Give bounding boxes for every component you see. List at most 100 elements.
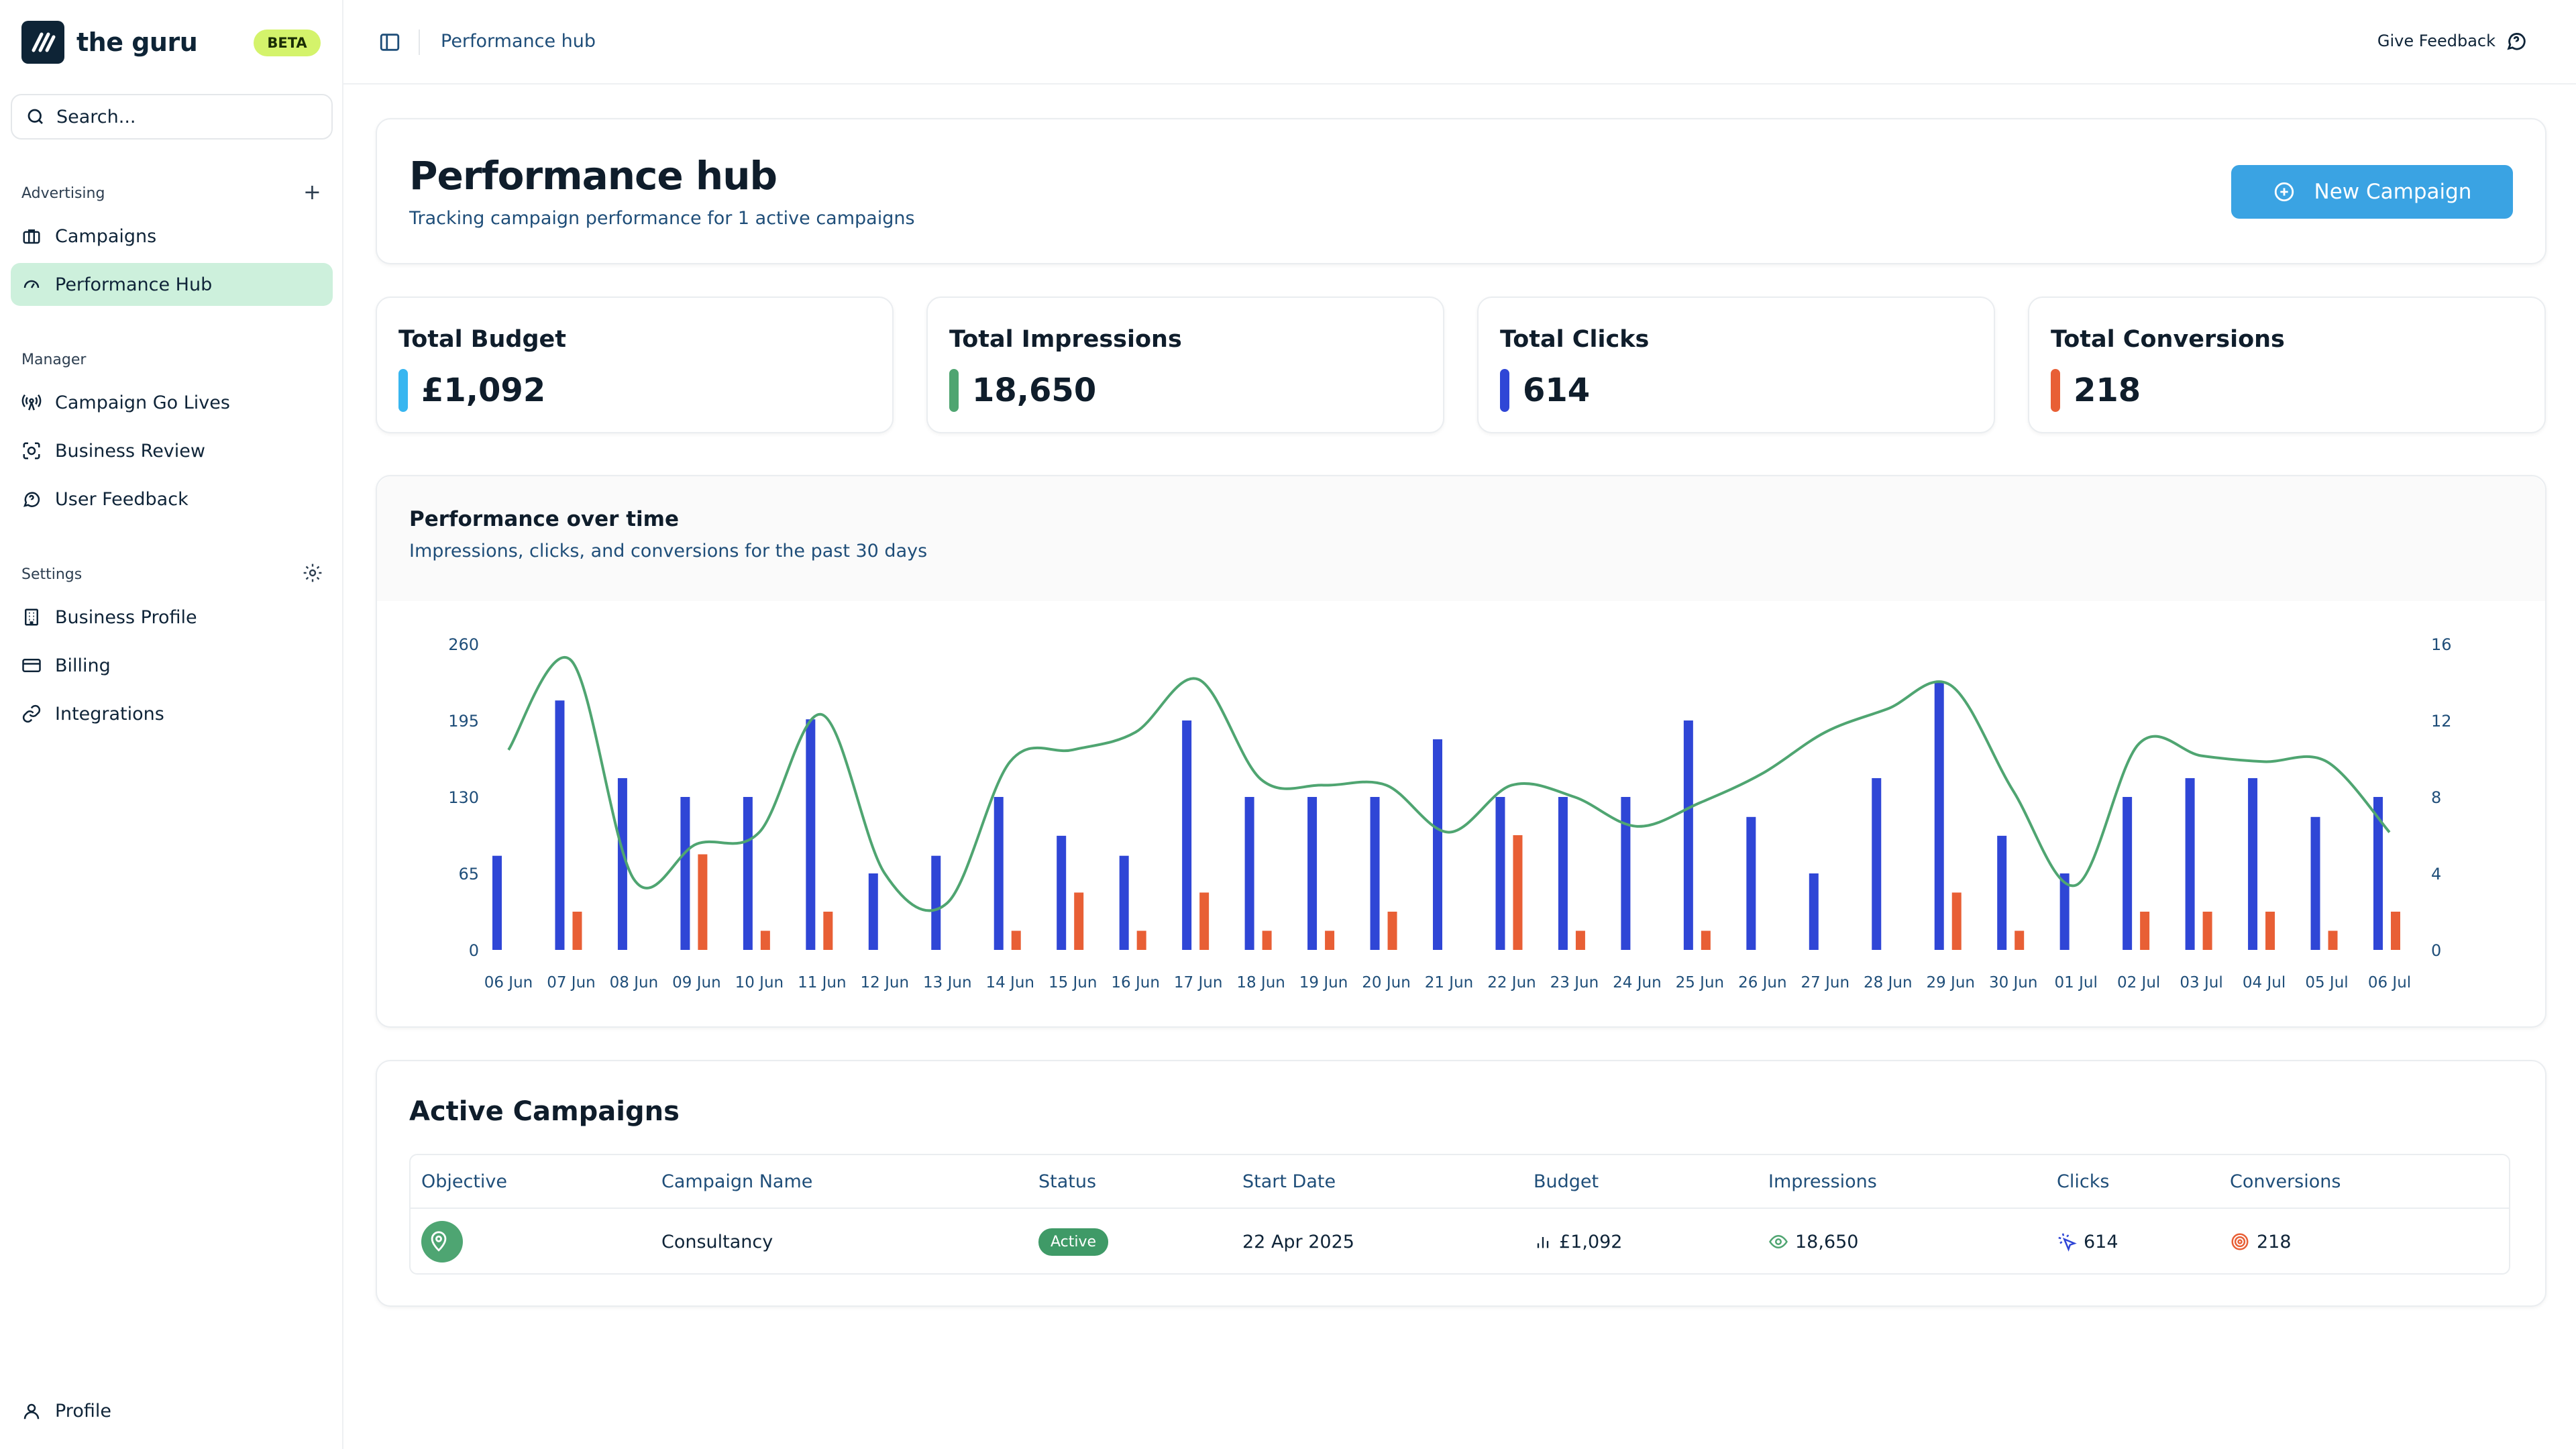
x-axis-tick-label: 27 Jun (1801, 974, 1850, 991)
clicks-bar (2123, 797, 2133, 950)
clicks-bar (1558, 797, 1568, 950)
x-axis-tick-label: 25 Jun (1676, 974, 1725, 991)
conversions-bar (2015, 930, 2025, 950)
gear-icon[interactable] (302, 562, 323, 584)
conversions-bar (2328, 930, 2338, 950)
conversions-bar (2202, 912, 2212, 950)
column-header-objective[interactable]: Objective (421, 1171, 508, 1192)
clicks-bar (2373, 797, 2383, 950)
stat-label: Total Impressions (949, 326, 1182, 353)
x-axis-tick-label: 18 Jun (1236, 974, 1285, 991)
sidebar-item-business-profile[interactable]: Business Profile (11, 596, 333, 639)
y-axis-right-tick-label: 4 (2431, 865, 2441, 883)
sidebar-item-label: User Feedback (55, 488, 189, 510)
clicks-bar (1370, 797, 1380, 950)
clicks-bar (868, 873, 878, 950)
brand[interactable]: the guru (21, 21, 198, 64)
search-input[interactable]: Search... (11, 94, 333, 140)
scan-face-icon (23, 442, 40, 460)
x-axis-tick-label: 23 Jun (1550, 974, 1599, 991)
clicks-bar (994, 797, 1004, 950)
sidebar-item-label: Integrations (55, 703, 164, 724)
give-feedback-button[interactable]: Give Feedback (2377, 30, 2528, 52)
x-axis-tick-label: 16 Jun (1111, 974, 1160, 991)
message-circle-question-icon (23, 492, 40, 507)
topbar-divider (419, 30, 420, 55)
x-axis-tick-label: 19 Jun (1299, 974, 1348, 991)
x-axis-tick-label: 05 Jul (2305, 974, 2348, 991)
user-icon (23, 1403, 40, 1419)
section-advertising: Advertising (21, 185, 105, 202)
x-axis-tick-label: 08 Jun (610, 974, 659, 991)
map-pin-icon (421, 1221, 463, 1263)
section-settings: Settings (21, 566, 83, 583)
stat-color-bar (2051, 369, 2060, 412)
credit-card-icon (22, 659, 41, 672)
clicks-bar (1809, 873, 1819, 950)
x-axis-tick-label: 06 Jul (2368, 974, 2411, 991)
sidebar-item-label: Business Review (55, 440, 205, 462)
brand-logo-icon (21, 21, 64, 64)
sidebar-item-performance-hub[interactable]: Performance Hub (11, 263, 333, 306)
x-axis-tick-label: 06 Jun (484, 974, 533, 991)
conversions-bar (1701, 930, 1711, 950)
sidebar-item-campaign-go-lives[interactable]: Campaign Go Lives (11, 381, 333, 424)
column-header-campaign-name[interactable]: Campaign Name (661, 1171, 813, 1192)
eye-icon (1769, 1234, 1788, 1249)
page-header-card: Performance hub Tracking campaign perfor… (376, 118, 2546, 264)
sidebar-item-campaigns[interactable]: Campaigns (11, 215, 333, 258)
clicks-bar (743, 797, 753, 950)
campaigns-table: Objective Campaign Name Status Start Dat… (409, 1154, 2510, 1275)
sidebar-item-integrations[interactable]: Integrations (11, 692, 333, 735)
column-header-impressions[interactable]: Impressions (1768, 1171, 1877, 1192)
x-axis-tick-label: 17 Jun (1174, 974, 1223, 991)
y-axis-left-tick-label: 195 (448, 712, 479, 731)
x-axis-tick-label: 28 Jun (1864, 974, 1913, 991)
x-axis-tick-label: 26 Jun (1738, 974, 1787, 991)
column-header-conversions[interactable]: Conversions (2230, 1171, 2341, 1192)
building-icon (25, 608, 38, 626)
column-header-clicks[interactable]: Clicks (2057, 1171, 2110, 1192)
sidebar-item-business-review[interactable]: Business Review (11, 429, 333, 472)
sidebar-item-user-feedback[interactable]: User Feedback (11, 478, 333, 521)
stat-label: Total Clicks (1500, 326, 1650, 353)
y-axis-right-tick-label: 16 (2431, 635, 2452, 654)
breadcrumb[interactable]: Performance hub (441, 31, 596, 52)
clicks-bar (931, 855, 941, 950)
x-axis-tick-label: 02 Jul (2117, 974, 2160, 991)
mouse-pointer-click-icon (2058, 1233, 2077, 1252)
stat-card-clicks: Total Clicks 614 (1477, 297, 1995, 433)
give-feedback-label: Give Feedback (2377, 32, 2496, 50)
new-campaign-label: New Campaign (2314, 180, 2472, 204)
budget-cell: £1,092 (1534, 1209, 1622, 1275)
column-header-status[interactable]: Status (1038, 1171, 1097, 1192)
sidebar-item-billing[interactable]: Billing (11, 644, 333, 687)
conversions-bar (1074, 892, 1084, 950)
campaign-name-cell[interactable]: Consultancy (661, 1231, 773, 1252)
clicks-value: 614 (2084, 1231, 2118, 1252)
x-axis-tick-label: 24 Jun (1613, 974, 1662, 991)
clicks-bar (806, 719, 816, 950)
search-placeholder: Search... (56, 106, 136, 127)
column-header-budget[interactable]: Budget (1534, 1171, 1599, 1192)
add-icon[interactable]: + (303, 179, 321, 205)
new-campaign-button[interactable]: New Campaign (2231, 165, 2513, 219)
x-axis-tick-label: 07 Jun (547, 974, 596, 991)
conversions-bar (2265, 912, 2275, 950)
y-axis-left-tick-label: 260 (448, 635, 479, 654)
sidebar-toggle-icon[interactable] (378, 31, 401, 54)
clicks-bar (617, 777, 627, 950)
conversions-bar (1575, 930, 1585, 950)
profile-link[interactable]: Profile (21, 1401, 111, 1421)
x-axis-tick-label: 04 Jul (2243, 974, 2286, 991)
sidebar-item-label: Business Profile (55, 606, 197, 628)
conversions-cell: 218 (2230, 1209, 2292, 1275)
performance-chart-card: Performance over time Impressions, click… (376, 475, 2546, 1028)
performance-chart[interactable]: 0 65 130 195 260 0 4 8 12 16 06 Jun 07 Jun 08 Jun 09 … (377, 476, 2548, 1029)
stat-color-bar (949, 369, 959, 412)
column-header-start-date[interactable]: Start Date (1242, 1171, 1336, 1192)
y-axis-right-tick-label: 12 (2431, 712, 2452, 731)
radio-tower-icon (21, 394, 42, 411)
conversions-bar (1011, 930, 1021, 950)
start-date-cell: 22 Apr 2025 (1242, 1231, 1354, 1252)
